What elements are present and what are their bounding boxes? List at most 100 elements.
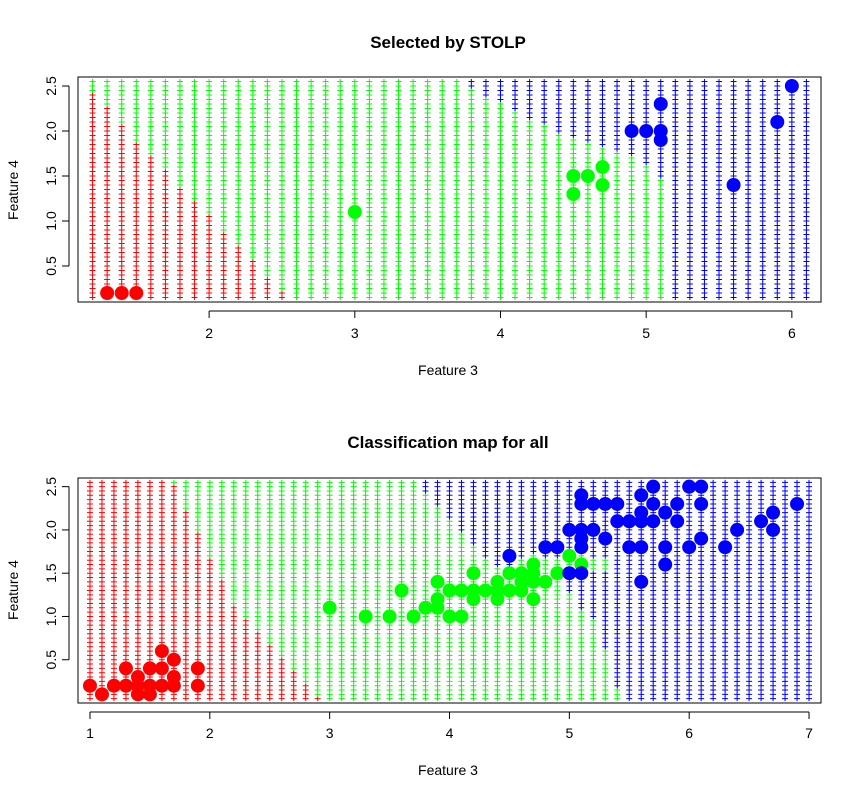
map-cross	[230, 644, 237, 650]
map-cross	[147, 178, 154, 183]
map-cross	[89, 187, 96, 192]
map-cross	[278, 562, 285, 568]
map-cross	[482, 635, 489, 641]
map-cross	[350, 536, 357, 542]
map-cross	[458, 505, 465, 511]
map-cross	[657, 236, 664, 242]
map-cross	[308, 133, 315, 138]
map-cross	[424, 128, 431, 134]
map-cross	[638, 691, 645, 697]
map-cross	[626, 484, 633, 490]
map-cross	[422, 687, 429, 693]
map-cross	[541, 137, 548, 143]
map-cross	[730, 259, 737, 264]
map-cross	[614, 169, 621, 174]
map-cross	[249, 209, 256, 215]
map-cross	[322, 133, 329, 138]
map-cross	[422, 661, 429, 667]
map-cross	[626, 575, 633, 581]
map-cross	[338, 648, 345, 654]
map-cross	[242, 531, 249, 537]
map-cross	[322, 241, 329, 246]
map-cross	[458, 557, 465, 563]
map-cross	[470, 497, 477, 503]
map-cross	[614, 657, 621, 663]
map-cross	[554, 687, 561, 693]
map-cross	[308, 268, 315, 273]
map-cross	[701, 259, 708, 264]
map-cross	[410, 644, 417, 650]
map-cross	[628, 268, 635, 273]
map-cross	[206, 236, 213, 242]
map-cross	[182, 579, 189, 585]
map-cross	[626, 687, 633, 693]
map-cross	[439, 191, 446, 197]
map-cross	[584, 83, 591, 89]
map-cross	[686, 128, 693, 134]
map-cross	[662, 635, 669, 641]
map-cross	[86, 484, 93, 490]
map-cross	[380, 281, 387, 287]
map-cross	[104, 83, 111, 89]
map-cross	[351, 137, 358, 143]
map-cross	[206, 492, 213, 498]
map-cross	[104, 142, 111, 147]
map-cross	[242, 592, 249, 598]
map-cross	[118, 88, 125, 93]
map-cross	[701, 272, 708, 278]
map-cross	[194, 492, 201, 498]
map-cross	[254, 687, 261, 693]
map-cross	[147, 92, 154, 98]
map-cross	[337, 128, 344, 134]
map-cross	[730, 128, 737, 134]
map-cross	[98, 631, 105, 637]
map-cross	[730, 263, 737, 269]
map-cross	[104, 137, 111, 143]
map-cross	[494, 618, 501, 624]
map-cross	[803, 133, 810, 138]
map-cross	[458, 691, 465, 697]
map-cross	[759, 187, 766, 192]
map-cross	[643, 88, 650, 93]
map-cross	[266, 492, 273, 498]
map-cross	[672, 236, 679, 242]
map-cross	[194, 566, 201, 572]
map-cross	[338, 575, 345, 581]
map-cross	[555, 106, 562, 111]
map-cross	[380, 128, 387, 134]
map-cross	[395, 250, 402, 255]
map-cross	[293, 173, 300, 179]
map-cross	[302, 639, 309, 645]
map-cross	[220, 218, 227, 224]
map-cross	[351, 232, 358, 237]
map-cross	[650, 613, 657, 619]
map-cross	[170, 536, 177, 542]
map-cross	[235, 223, 242, 228]
map-cross	[506, 635, 513, 641]
map-cross	[628, 227, 635, 233]
map-cross	[194, 536, 201, 542]
map-cross	[657, 187, 664, 192]
map-cross	[446, 523, 453, 529]
map-cross	[439, 164, 446, 170]
map-cross	[170, 609, 177, 615]
map-cross	[774, 241, 781, 246]
map-cross	[730, 241, 737, 246]
map-cross	[206, 227, 213, 233]
map-cross	[470, 479, 477, 485]
map-cross	[122, 479, 129, 485]
map-cross	[458, 549, 465, 555]
map-cross	[542, 670, 549, 676]
map-cross	[326, 644, 333, 650]
map-cross	[788, 214, 795, 219]
map-cross	[158, 514, 165, 520]
map-cross	[803, 263, 810, 269]
map-cross	[89, 146, 96, 152]
map-cross	[410, 514, 417, 520]
map-cross	[242, 626, 249, 632]
map-cross	[206, 178, 213, 183]
map-cross	[362, 648, 369, 654]
map-cross	[395, 88, 402, 93]
map-cross	[506, 505, 513, 511]
map-cross	[337, 286, 344, 291]
